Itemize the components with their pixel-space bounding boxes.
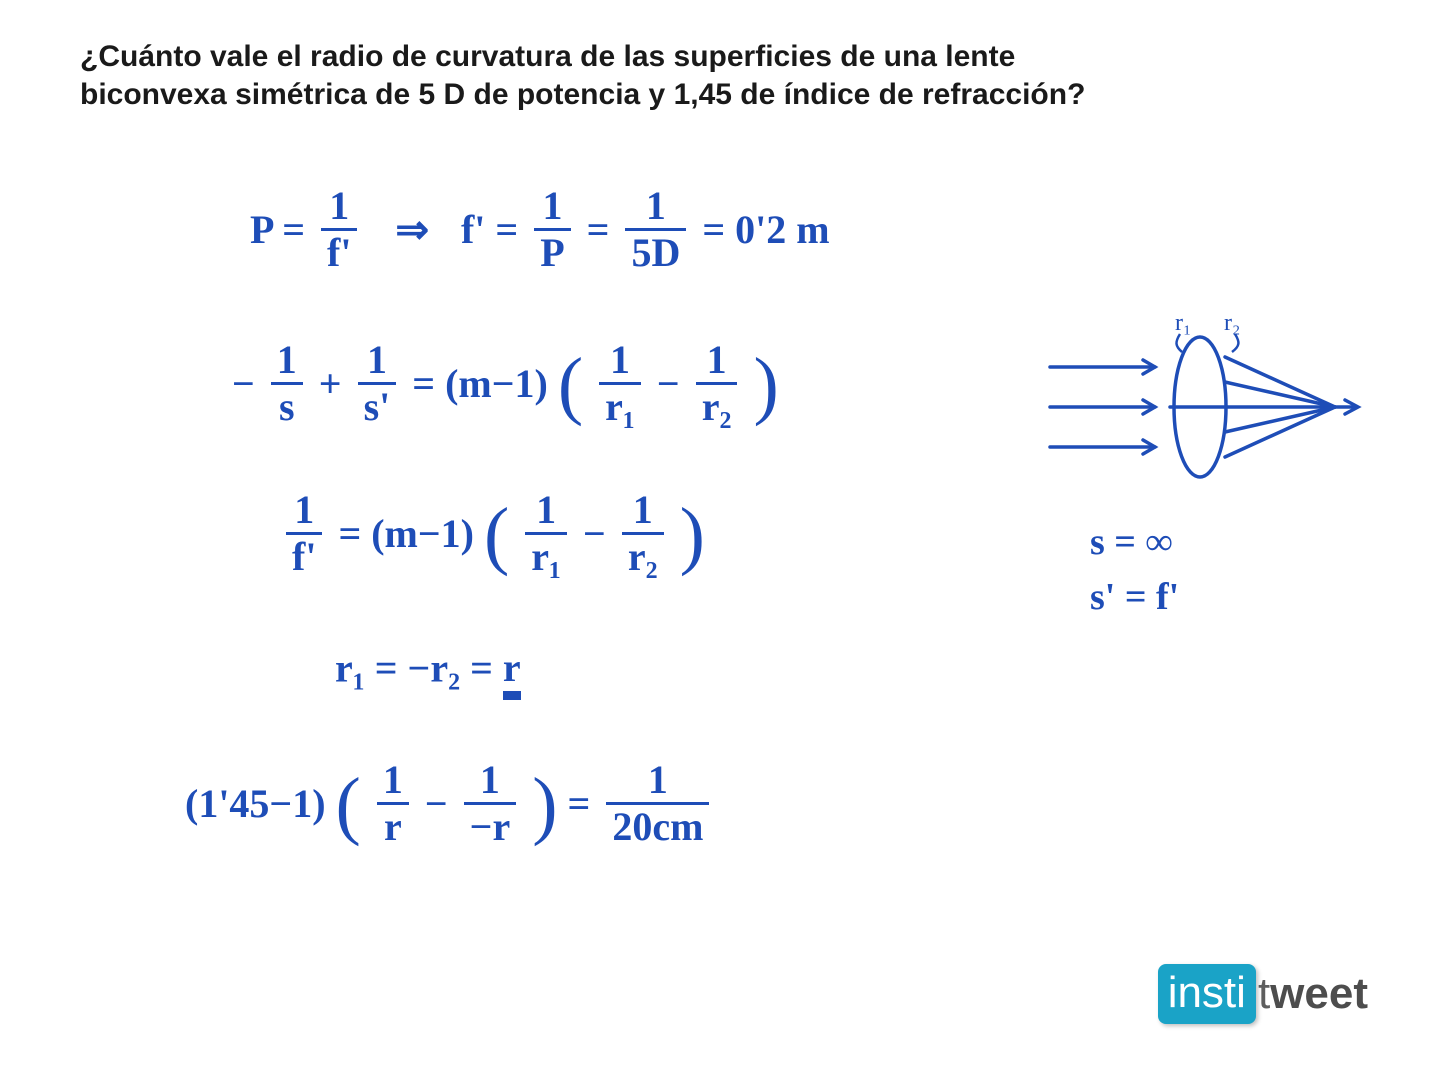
lparen-icon: ( — [558, 343, 583, 427]
diagram-label-r1: r₁ — [1175, 312, 1191, 336]
eq4-r-underlined: r — [503, 645, 521, 694]
lens-diagram: r₁ r₂ — [1040, 312, 1370, 507]
eq3: 1 f' = (m−1) ( 1 r₁ − 1 r₂ ) — [280, 490, 705, 577]
institweet-logo: institweet — [1158, 964, 1368, 1024]
diagram-label-r2: r₂ — [1224, 312, 1240, 336]
problem-statement: ¿Cuánto vale el radio de curvatura de la… — [80, 38, 1360, 115]
side-sprime: s' = f' — [1090, 575, 1179, 619]
eq2: − 1 s + 1 s' = (m−1) ( 1 r₁ − 1 r₂ ) — [232, 340, 779, 427]
eq1-eq: = — [587, 207, 610, 252]
eq1: P = 1 f' ⇒ f' = 1 P = 1 5D = 0'2 m — [250, 186, 830, 273]
eq1-frac1: 1 f' — [321, 186, 357, 273]
eq1-frac3: 1 5D — [625, 186, 686, 273]
logo-rest-bold: weet — [1270, 969, 1368, 1019]
question-line1: ¿Cuánto vale el radio de curvatura de la… — [80, 40, 1015, 73]
eq1-lhs: P = — [250, 207, 305, 252]
eq5: (1'45−1) ( 1 r − 1 −r ) = 1 20cm — [185, 760, 715, 847]
logo-rest-plain: t — [1258, 969, 1270, 1019]
eq1-arrow: ⇒ — [395, 207, 429, 252]
side-s: s = ∞ — [1090, 520, 1173, 564]
logo-box: insti — [1158, 964, 1256, 1024]
eq1-result: = 0'2 m — [702, 207, 829, 252]
lens-diagram-svg: r₁ r₂ — [1040, 312, 1370, 502]
rparen-icon: ) — [753, 343, 778, 427]
question-line2: biconvexa simétrica de 5 D de potencia y… — [80, 78, 1085, 111]
eq1-frac2: 1 P — [534, 186, 570, 273]
eq4: r₁ = −r₂ = r — [335, 640, 521, 691]
eq1-rhs1: f' = — [461, 207, 518, 252]
